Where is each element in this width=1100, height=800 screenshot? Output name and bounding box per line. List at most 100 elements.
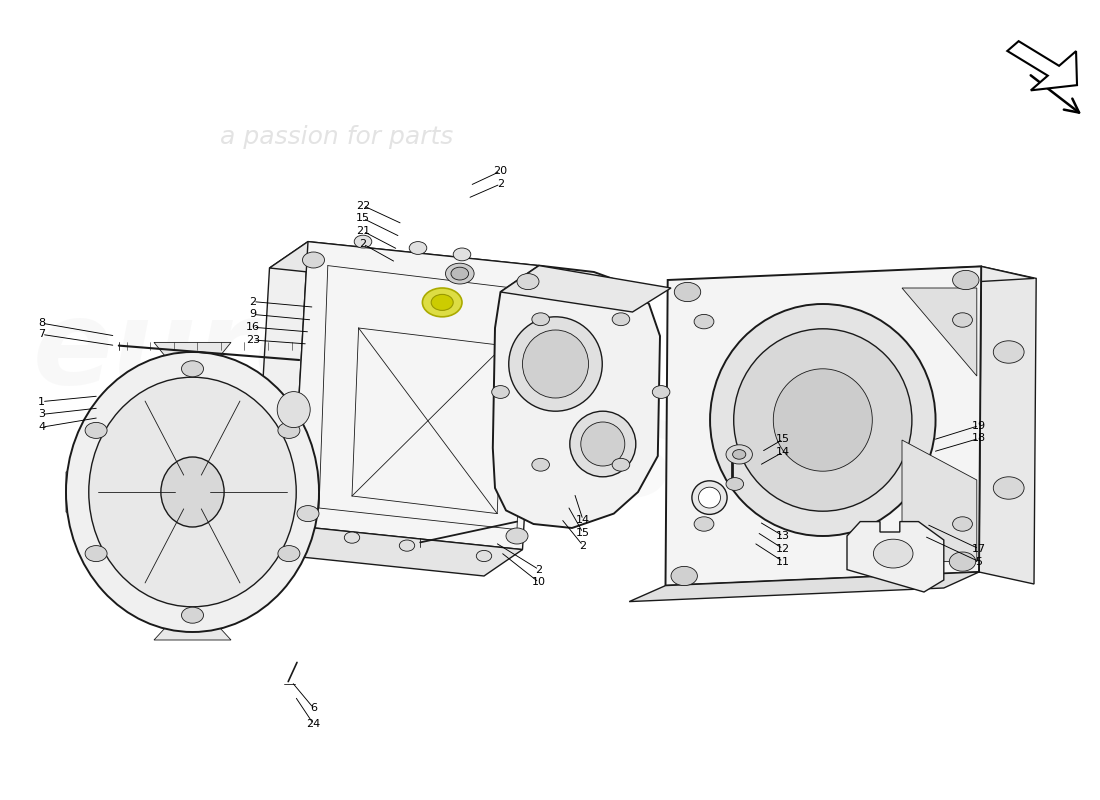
Ellipse shape	[692, 481, 727, 514]
Text: 4: 4	[39, 422, 45, 432]
Text: 2: 2	[536, 565, 542, 574]
Circle shape	[873, 539, 913, 568]
Text: 1: 1	[39, 397, 45, 406]
Text: ces: ces	[418, 390, 678, 525]
Text: 15: 15	[777, 434, 790, 444]
Text: 13: 13	[777, 531, 790, 541]
Polygon shape	[154, 342, 231, 356]
Circle shape	[297, 506, 319, 522]
Text: 2: 2	[360, 239, 366, 249]
Circle shape	[694, 314, 714, 329]
Text: a passion for parts: a passion for parts	[220, 125, 453, 149]
Circle shape	[733, 450, 746, 459]
Circle shape	[492, 386, 509, 398]
Circle shape	[344, 532, 360, 543]
Ellipse shape	[89, 378, 296, 606]
Polygon shape	[676, 266, 1034, 296]
Circle shape	[953, 313, 972, 327]
Circle shape	[278, 546, 300, 562]
Ellipse shape	[734, 329, 912, 511]
Circle shape	[182, 361, 204, 377]
Polygon shape	[270, 242, 539, 292]
Polygon shape	[847, 522, 944, 592]
Polygon shape	[66, 464, 94, 520]
Circle shape	[613, 313, 629, 326]
Ellipse shape	[711, 304, 935, 536]
Circle shape	[726, 478, 744, 490]
Text: 9: 9	[250, 310, 256, 319]
Text: 15: 15	[576, 528, 590, 538]
Text: euro: euro	[33, 294, 337, 409]
Circle shape	[446, 263, 474, 284]
Circle shape	[453, 248, 471, 261]
Polygon shape	[292, 242, 539, 550]
Text: 3: 3	[39, 410, 45, 419]
Circle shape	[85, 422, 107, 438]
Circle shape	[613, 458, 629, 471]
Text: 24: 24	[307, 719, 320, 729]
Circle shape	[476, 550, 492, 562]
Circle shape	[451, 267, 469, 280]
Text: 6: 6	[310, 703, 317, 713]
Circle shape	[726, 445, 752, 464]
Ellipse shape	[161, 457, 224, 527]
Circle shape	[354, 235, 372, 248]
Polygon shape	[500, 266, 671, 312]
Polygon shape	[902, 440, 977, 562]
Ellipse shape	[277, 392, 310, 427]
Ellipse shape	[522, 330, 588, 398]
Circle shape	[517, 274, 539, 290]
Circle shape	[532, 313, 550, 326]
Text: 1085: 1085	[704, 418, 803, 456]
Circle shape	[431, 294, 453, 310]
Text: 10: 10	[532, 578, 546, 587]
Text: 2: 2	[580, 541, 586, 550]
Polygon shape	[629, 572, 979, 602]
Text: 14: 14	[777, 447, 790, 457]
Circle shape	[993, 341, 1024, 363]
Text: 21: 21	[356, 226, 370, 236]
Text: 23: 23	[246, 335, 260, 345]
Circle shape	[993, 477, 1024, 499]
Polygon shape	[902, 288, 977, 376]
Circle shape	[278, 422, 300, 438]
Polygon shape	[666, 266, 981, 586]
Circle shape	[652, 386, 670, 398]
Circle shape	[694, 517, 714, 531]
Circle shape	[302, 252, 324, 268]
Polygon shape	[979, 266, 1036, 584]
Text: 17: 17	[972, 544, 986, 554]
Text: 11: 11	[777, 557, 790, 566]
Text: 2: 2	[497, 179, 504, 189]
Text: 15: 15	[356, 214, 370, 223]
Text: 5: 5	[976, 557, 982, 566]
Polygon shape	[253, 526, 522, 576]
Text: 14: 14	[576, 515, 590, 525]
Circle shape	[674, 282, 701, 302]
Text: 19: 19	[972, 421, 986, 430]
Text: 7: 7	[39, 330, 45, 339]
Circle shape	[953, 270, 979, 290]
Polygon shape	[154, 628, 231, 640]
Ellipse shape	[570, 411, 636, 477]
Polygon shape	[1008, 41, 1077, 90]
Ellipse shape	[698, 487, 720, 508]
Circle shape	[953, 517, 972, 531]
Text: 16: 16	[246, 322, 260, 332]
Text: 2: 2	[250, 297, 256, 306]
Circle shape	[422, 288, 462, 317]
Ellipse shape	[66, 352, 319, 632]
Circle shape	[671, 566, 697, 586]
Circle shape	[182, 607, 204, 623]
Text: 8: 8	[39, 318, 45, 328]
Text: 12: 12	[777, 544, 790, 554]
Text: 20: 20	[494, 166, 507, 176]
Circle shape	[409, 242, 427, 254]
Circle shape	[949, 552, 976, 571]
Ellipse shape	[508, 317, 603, 411]
Ellipse shape	[581, 422, 625, 466]
Circle shape	[532, 458, 549, 471]
Circle shape	[506, 528, 528, 544]
Text: 18: 18	[972, 434, 986, 443]
Polygon shape	[253, 242, 308, 552]
